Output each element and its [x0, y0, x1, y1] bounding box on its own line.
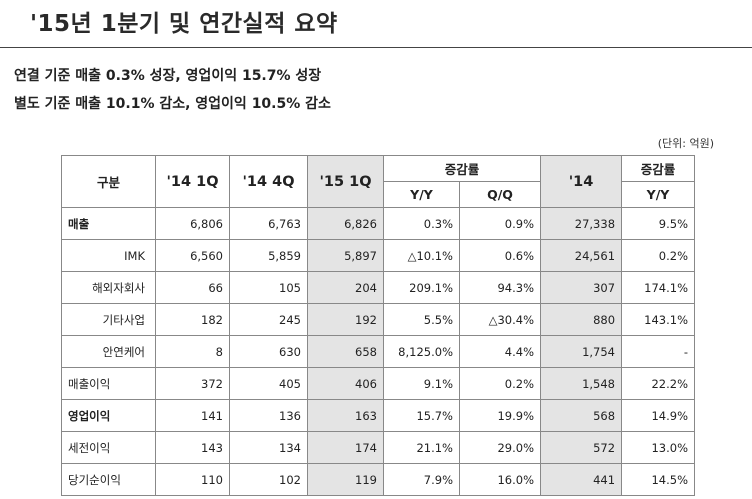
header-yy: Y/Y [383, 181, 460, 208]
cell: 0.9% [458, 207, 542, 240]
header-change-rate: 증감률 [382, 155, 542, 182]
cell: 441 [540, 463, 623, 496]
header-15-1q: '15 1Q [307, 155, 384, 208]
cell: 105 [229, 271, 308, 304]
cell: 182 [155, 303, 230, 336]
cell: 7.9% [383, 463, 460, 496]
results-table: 구분 '14 1Q '14 4Q '15 1Q 증감률 '14 증감률 Y/Y … [61, 155, 696, 496]
cell: 209.1% [383, 271, 460, 304]
row-label: 매출이익 [61, 367, 156, 400]
cell: △10.1% [383, 239, 460, 272]
title-divider [0, 47, 752, 48]
cell: 143 [155, 431, 230, 464]
cell: 630 [229, 335, 308, 368]
cell: 163 [307, 399, 384, 432]
cell: 5.5% [383, 303, 460, 336]
cell: 6,763 [229, 207, 308, 240]
cell: 174.1% [621, 271, 696, 304]
cell: 143.1% [621, 303, 696, 336]
page-title: '15년 1분기 및 연간실적 요약 [30, 11, 338, 37]
cell: 658 [307, 335, 384, 368]
cell: 204 [307, 271, 384, 304]
row-label: 당기순이익 [61, 463, 156, 496]
cell: - [621, 335, 696, 368]
cell: 1,548 [540, 367, 623, 400]
cell: 141 [155, 399, 230, 432]
cell: 0.6% [458, 239, 542, 272]
cell: 21.1% [383, 431, 460, 464]
cell: 94.3% [458, 271, 542, 304]
cell: 22.2% [621, 367, 696, 400]
cell: 174 [307, 431, 384, 464]
table-row: 매출이익 372 405 406 9.1% 0.2% 1,548 22.2% [61, 367, 696, 400]
row-label: 안연케어 [61, 335, 156, 368]
cell: 6,806 [155, 207, 230, 240]
table-row: 해외자회사 66 105 204 209.1% 94.3% 307 174.1% [61, 271, 696, 304]
cell: 192 [307, 303, 384, 336]
table-row: 영업이익 141 136 163 15.7% 19.9% 568 14.9% [61, 399, 696, 432]
table-row: IMK 6,560 5,859 5,897 △10.1% 0.6% 24,561… [61, 239, 696, 272]
cell: 5,897 [307, 239, 384, 272]
cell: 6,560 [155, 239, 230, 272]
cell: 4.4% [458, 335, 542, 368]
table-row: 세전이익 143 134 174 21.1% 29.0% 572 13.0% [61, 431, 696, 464]
cell: 134 [229, 431, 308, 464]
cell: 1,754 [540, 335, 623, 368]
cell: 24,561 [540, 239, 623, 272]
row-label: 세전이익 [61, 431, 156, 464]
cell: 0.3% [383, 207, 460, 240]
cell: 8 [155, 335, 230, 368]
cell: 14.9% [621, 399, 696, 432]
cell: 245 [229, 303, 308, 336]
header-qq: Q/Q [458, 181, 542, 208]
cell: 307 [540, 271, 623, 304]
row-label: IMK [61, 239, 156, 272]
cell: 568 [540, 399, 623, 432]
header-category: 구분 [61, 155, 156, 208]
cell: 406 [307, 367, 384, 400]
cell: 0.2% [621, 239, 696, 272]
cell: 372 [155, 367, 230, 400]
table-row: 당기순이익 110 102 119 7.9% 16.0% 441 14.5% [61, 463, 696, 496]
cell: 9.5% [621, 207, 696, 240]
row-label: 해외자회사 [61, 271, 156, 304]
cell: 9.1% [383, 367, 460, 400]
cell: 572 [540, 431, 623, 464]
header-14-1q: '14 1Q [155, 155, 230, 208]
cell: 119 [307, 463, 384, 496]
row-label: 영업이익 [61, 399, 156, 432]
header-yy-annual: Y/Y [621, 181, 696, 208]
cell: 8,125.0% [383, 335, 460, 368]
table-row: 안연케어 8 630 658 8,125.0% 4.4% 1,754 - [61, 335, 696, 368]
cell: 14.5% [621, 463, 696, 496]
cell: 15.7% [383, 399, 460, 432]
cell: 880 [540, 303, 623, 336]
cell: △30.4% [458, 303, 542, 336]
cell: 16.0% [458, 463, 542, 496]
cell: 19.9% [458, 399, 542, 432]
cell: 110 [155, 463, 230, 496]
cell: 5,859 [229, 239, 308, 272]
cell: 136 [229, 399, 308, 432]
cell: 27,338 [540, 207, 623, 240]
table-row: 매출 6,806 6,763 6,826 0.3% 0.9% 27,338 9.… [61, 207, 696, 240]
unit-note: (단위: 억원) [657, 137, 714, 150]
row-label: 기타사업 [61, 303, 156, 336]
summary-consolidated: 연결 기준 매출 0.3% 성장, 영업이익 15.7% 성장 [14, 68, 322, 84]
header-14-4q: '14 4Q [229, 155, 308, 208]
summary-separate: 별도 기준 매출 10.1% 감소, 영업이익 10.5% 감소 [14, 96, 331, 112]
header-14-year: '14 [540, 155, 623, 208]
cell: 29.0% [458, 431, 542, 464]
cell: 102 [229, 463, 308, 496]
cell: 405 [229, 367, 308, 400]
cell: 0.2% [458, 367, 542, 400]
header-change-rate-annual: 증감률 [621, 155, 696, 182]
cell: 13.0% [621, 431, 696, 464]
row-label: 매출 [61, 207, 156, 240]
cell: 6,826 [307, 207, 384, 240]
table-row: 기타사업 182 245 192 5.5% △30.4% 880 143.1% [61, 303, 696, 336]
cell: 66 [155, 271, 230, 304]
